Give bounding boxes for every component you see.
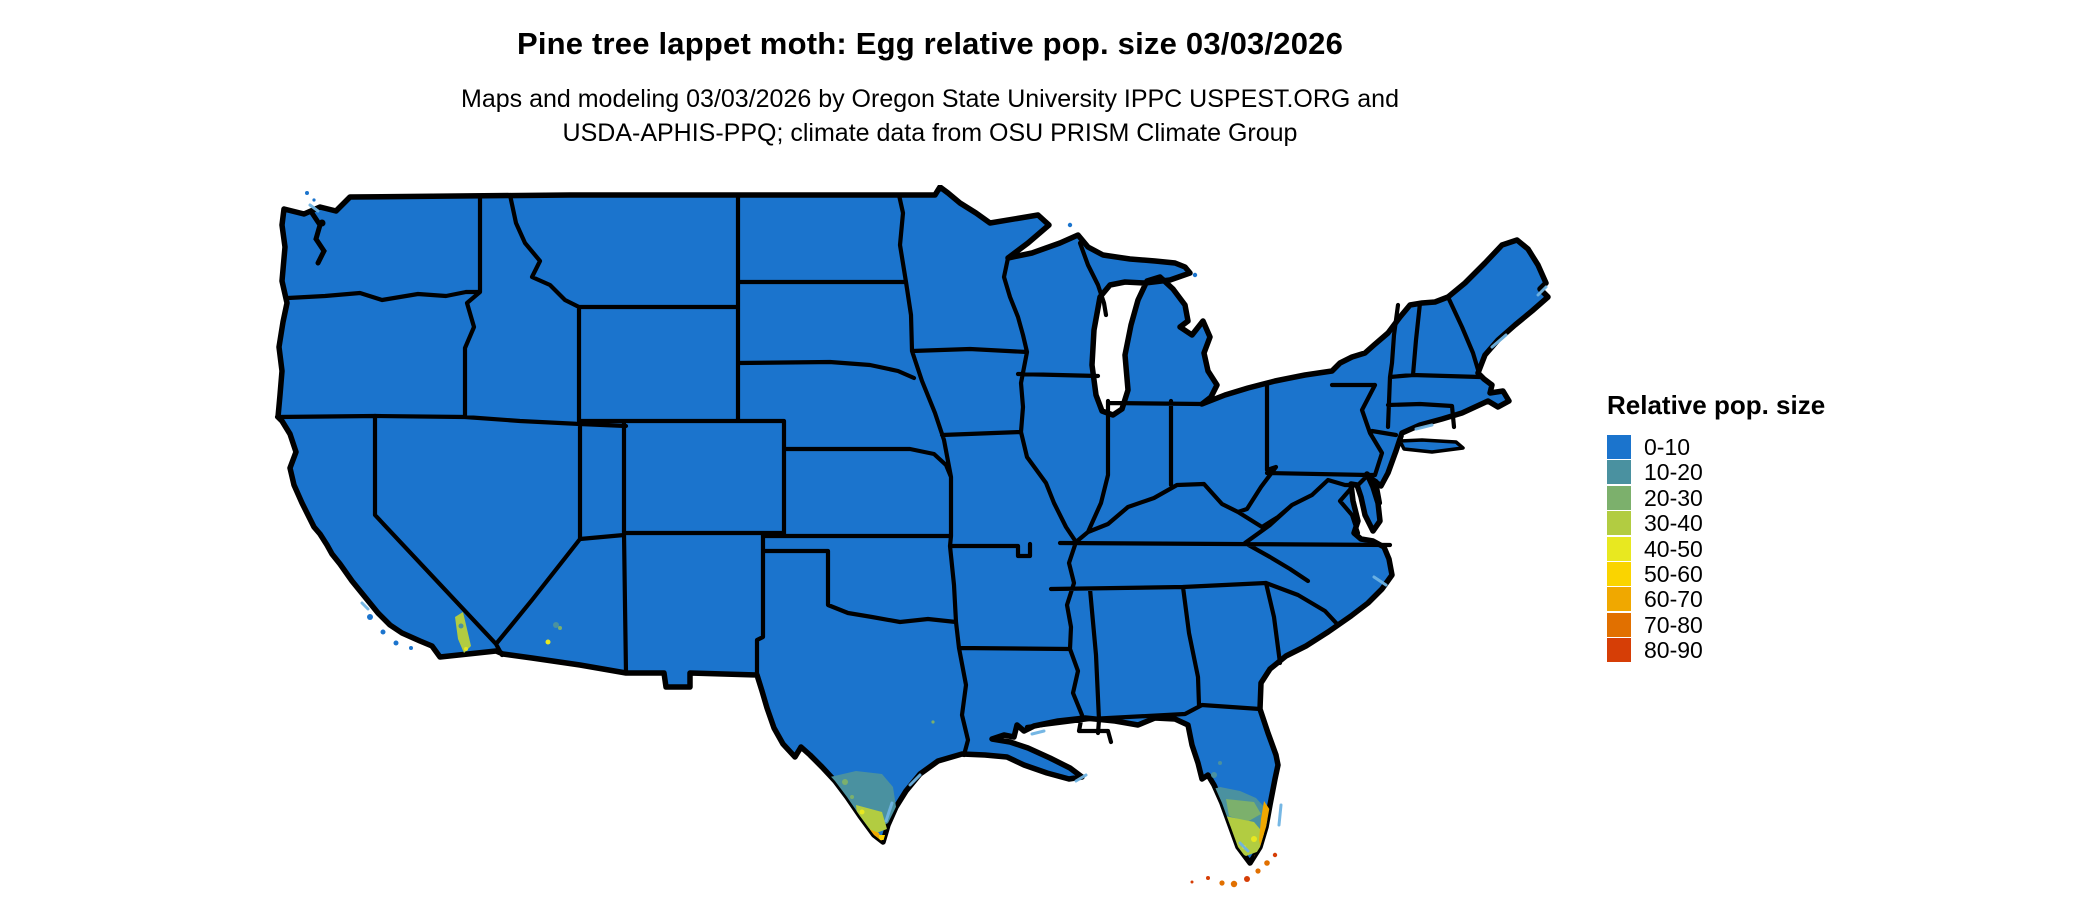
- lake-island-specks: [305, 191, 1198, 278]
- legend-swatch-40-50: [1607, 536, 1631, 561]
- hotspot-east-texas-speck-level-20-30: [931, 720, 935, 724]
- legend-label: 60-70: [1644, 586, 1703, 613]
- hotspot-south-texas-tip-level-50-60: [879, 835, 885, 840]
- legend-items: 0-10 10-20 20-30 30-40 40-50 50-60 60-70 70-80 8…: [1607, 435, 1907, 664]
- florida-keys: [1190, 852, 1278, 888]
- legend-swatch-50-60: [1607, 561, 1631, 586]
- legend-row: 60-70: [1607, 586, 1907, 613]
- legend-row: 40-50: [1607, 535, 1907, 562]
- page-title: Pine tree lappet moth: Egg relative pop.…: [516, 26, 1344, 61]
- legend-row: 50-60: [1607, 560, 1907, 587]
- legend-swatch-70-80: [1607, 612, 1631, 637]
- legend-row: 20-30: [1607, 484, 1907, 511]
- puget-sound-inlet: [309, 210, 327, 266]
- page-subtitle: Maps and modeling 03/03/2026 by Oregon S…: [0, 82, 1860, 150]
- hotspot-south-texas-level-20-30: [850, 795, 854, 799]
- legend-row: 30-40: [1607, 510, 1907, 537]
- legend-title: Relative pop. size: [1607, 390, 1826, 420]
- legend-row: 80-90: [1607, 637, 1907, 664]
- legend-label: 0-10: [1644, 434, 1691, 460]
- legend-label: 20-30: [1644, 484, 1703, 511]
- legend-swatch-0-10: [1607, 435, 1631, 459]
- state-borders: [274, 192, 1483, 758]
- legend-label: 50-60: [1644, 560, 1703, 587]
- channel-islands: [367, 614, 413, 650]
- legend: Relative pop. size 0-10 10-20 20-30 30-40 40…: [1607, 390, 1907, 664]
- hotspot-south-florida-level-10-20: [1218, 761, 1222, 765]
- hotspot-south-texas-level-40-50: [859, 809, 865, 815]
- legend-swatch-10-20: [1607, 460, 1631, 485]
- coastal-fringe: [308, 203, 1548, 853]
- us-map-svg: [274, 184, 1551, 888]
- hotspot-southern-california-level-30-40: [455, 612, 471, 653]
- hotspot-southern-arizona-level-20-30: [558, 626, 562, 630]
- hotspot-southern-california-level-40-50: [464, 647, 468, 651]
- legend-label: 10-20: [1644, 459, 1703, 486]
- legend-row: 70-80: [1607, 611, 1907, 638]
- legend-row: 10-20: [1607, 459, 1907, 486]
- us-map: [270, 184, 1570, 895]
- hotspot-south-texas-level-20-30: [842, 779, 848, 785]
- legend-swatch-60-70: [1607, 587, 1631, 612]
- legend-row: 0-10: [1607, 435, 1907, 459]
- puget-sound-blob: [318, 219, 326, 227]
- legend-label: 70-80: [1644, 611, 1703, 638]
- hotspot-south-florida-level-40-50: [1251, 836, 1257, 842]
- hotspot-south-florida-level-10-20: [1211, 772, 1217, 778]
- subtitle-line-1: Maps and modeling 03/03/2026 by Oregon S…: [461, 85, 1399, 113]
- hotspot-southern-arizona-level-40-50: [545, 639, 551, 645]
- legend-label: 80-90: [1644, 637, 1703, 664]
- legend-swatch-30-40: [1607, 511, 1631, 536]
- hotspot-southern-california-level-10-20: [458, 623, 464, 629]
- subtitle-line-2: USDA-APHIS-PPQ; climate data from OSU PR…: [562, 119, 1298, 147]
- legend-label: 30-40: [1644, 510, 1703, 537]
- legend-label: 40-50: [1644, 535, 1703, 562]
- hotspot-south-florida-level-20-30: [1226, 799, 1261, 822]
- legend-swatch-20-30: [1607, 485, 1631, 510]
- hotspot-southern-arizona-level-10-20: [553, 622, 559, 628]
- legend-swatch-80-90: [1607, 638, 1631, 663]
- long-island: [1398, 438, 1465, 454]
